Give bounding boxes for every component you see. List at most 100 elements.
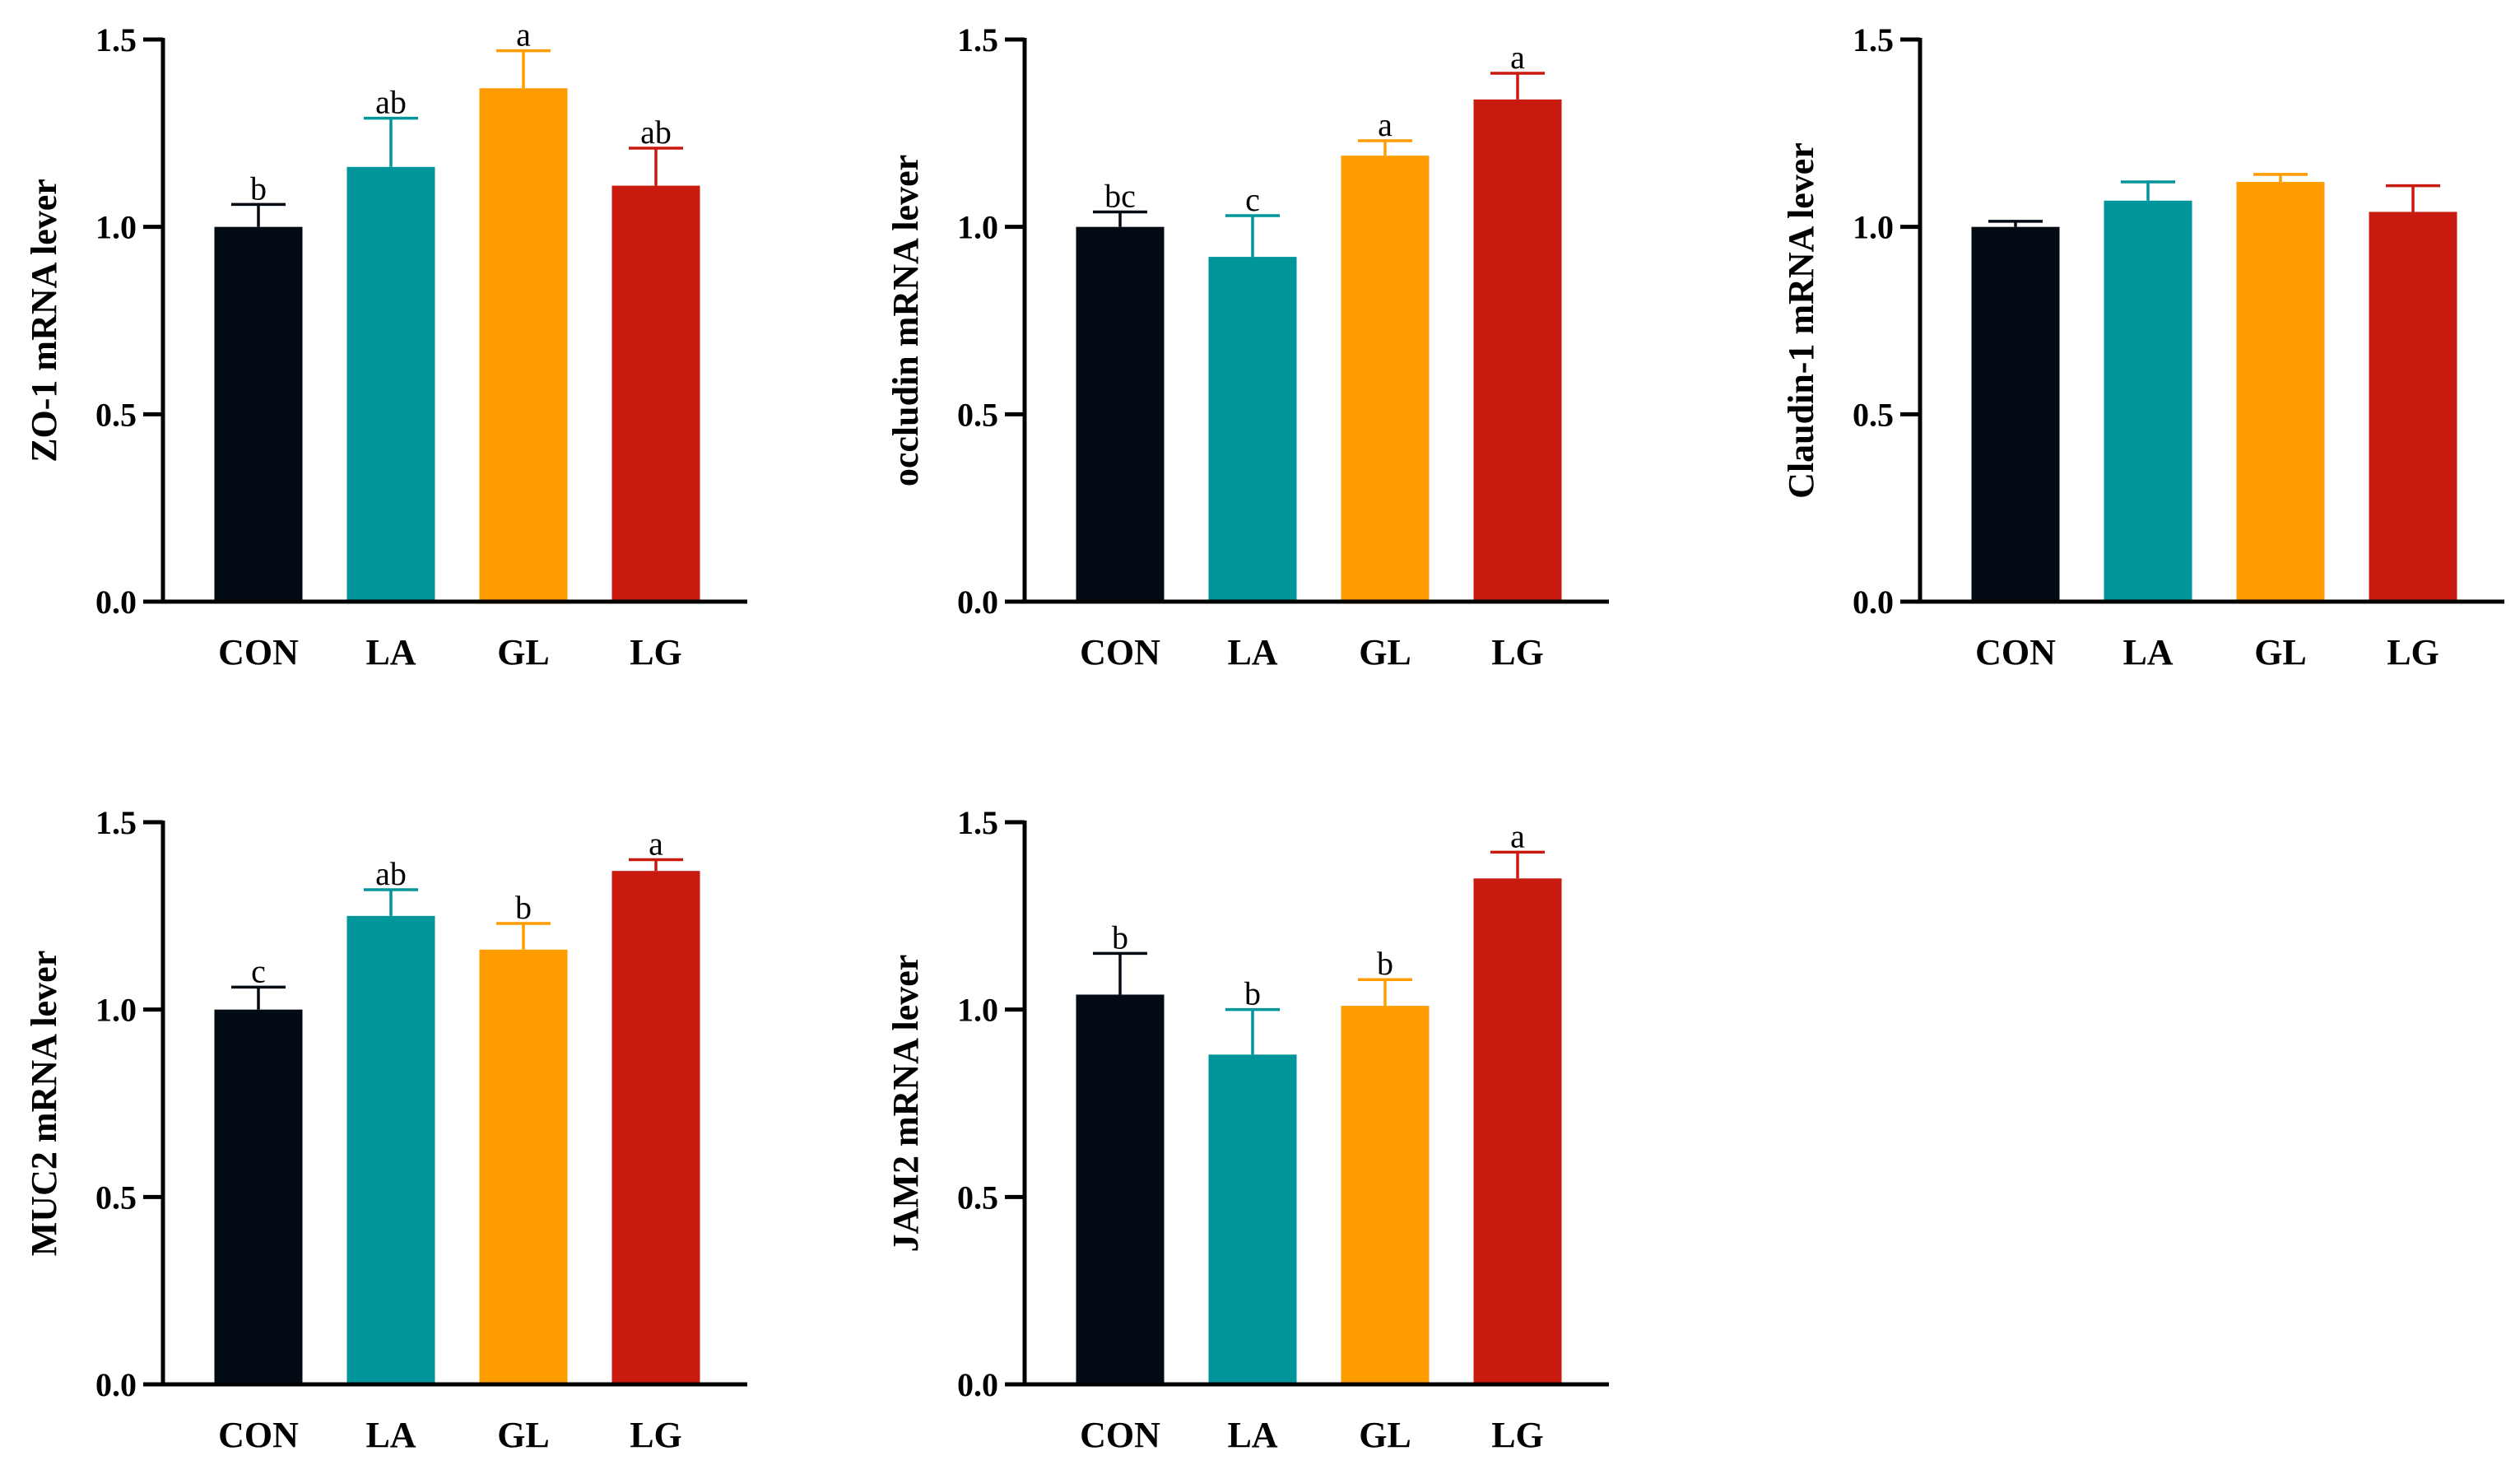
significance-letter: b: [1112, 919, 1128, 956]
y-tick-label: 1.5: [95, 21, 137, 58]
bar-gl: [1341, 156, 1430, 602]
y-axis-label: occludin mRNA lever: [886, 155, 926, 486]
error-bar: [1093, 951, 1147, 995]
error-bar: [1358, 139, 1412, 156]
bar-con: [214, 226, 303, 602]
x-tick-label: CON: [218, 1415, 299, 1455]
x-tick-label: CON: [1975, 632, 2056, 672]
error-bar: [364, 116, 418, 167]
bar-con: [1076, 226, 1165, 602]
y-tick-label: 1.0: [95, 992, 137, 1029]
chart-panel-2: bc CON c LA a GL a LG 0.0 0.5 1.0 1.5 occludin mRNA …: [886, 21, 1609, 672]
bar-la: [2104, 200, 2192, 602]
bar-lg: [611, 871, 700, 1384]
significance-letter: b: [515, 889, 532, 926]
error-bar: [231, 202, 286, 227]
y-tick-label: 1.0: [95, 209, 137, 246]
x-tick-label: CON: [1080, 632, 1160, 672]
significance-letter: c: [1245, 181, 1260, 218]
x-tick-label: LG: [2387, 632, 2439, 672]
y-tick-label: 1.0: [957, 209, 998, 246]
bar-la: [1208, 1054, 1297, 1384]
error-bar: [1358, 978, 1412, 1007]
significance-letter: ab: [640, 114, 672, 151]
x-tick-label: LG: [1491, 1415, 1544, 1455]
y-tick-label: 0.0: [95, 1366, 137, 1403]
error-bar: [496, 49, 551, 89]
significance-letter: a: [1378, 106, 1393, 143]
chart-panel-4: c CON ab LA b GL a LG 0.0 0.5 1.0 1.5 MUC2 mRNA leve…: [24, 804, 747, 1455]
significance-letter: bc: [1104, 177, 1136, 214]
error-bar: [364, 888, 418, 916]
bar-lg: [2369, 212, 2457, 602]
significance-letter: a: [516, 16, 531, 53]
chart-panel-5: b CON b LA b GL a LG 0.0 0.5 1.0 1.5 JAM2 mRNA lever: [886, 804, 1609, 1455]
error-bar: [496, 922, 551, 950]
y-tick-label: 0.5: [95, 396, 137, 433]
error-bar: [2253, 173, 2308, 183]
x-tick-label: LA: [1227, 1415, 1277, 1455]
bar-lg: [611, 185, 700, 602]
significance-letter: c: [251, 952, 266, 989]
x-tick-label: CON: [1080, 1415, 1160, 1455]
y-tick-label: 0.0: [95, 584, 137, 621]
significance-letter: b: [250, 170, 267, 207]
error-bar: [231, 985, 286, 1010]
y-tick-label: 1.5: [957, 804, 998, 841]
error-bar: [1093, 210, 1147, 227]
bar-con: [1076, 994, 1165, 1384]
y-axis-label: JAM2 mRNA lever: [886, 955, 926, 1253]
x-tick-label: GL: [497, 1415, 550, 1455]
error-bar: [2386, 184, 2440, 212]
x-tick-label: GL: [2254, 632, 2307, 672]
y-tick-label: 0.5: [95, 1179, 137, 1216]
x-tick-label: CON: [218, 632, 299, 672]
x-tick-label: LG: [1491, 632, 1544, 672]
y-tick-label: 1.5: [1853, 21, 1894, 58]
bar-lg: [1473, 99, 1562, 602]
bar-lg: [1473, 878, 1562, 1384]
x-tick-label: LA: [365, 1415, 416, 1455]
significance-letter: b: [1377, 945, 1393, 982]
bar-gl: [2236, 182, 2325, 602]
x-tick-label: GL: [1359, 632, 1411, 672]
significance-letter: ab: [375, 84, 407, 121]
error-bar: [1225, 1007, 1280, 1055]
y-axis-label: Claudin-1 mRNA lever: [1781, 142, 1821, 499]
y-tick-label: 1.5: [957, 21, 998, 58]
x-tick-label: LA: [1227, 632, 1277, 672]
error-bar: [1490, 72, 1545, 100]
error-bar: [1988, 220, 2043, 227]
y-tick-label: 1.0: [957, 992, 998, 1029]
error-bar: [629, 147, 683, 186]
significance-letter: a: [1510, 817, 1525, 854]
y-tick-label: 0.5: [957, 1179, 998, 1216]
y-tick-label: 0.5: [957, 396, 998, 433]
error-bar: [1225, 214, 1280, 258]
error-bar: [629, 858, 683, 872]
y-axis-label: ZO-1 mRNA lever: [24, 179, 64, 463]
bar-la: [1208, 257, 1297, 602]
y-tick-label: 1.5: [95, 804, 137, 841]
x-tick-label: LG: [630, 1415, 682, 1455]
significance-letter: a: [649, 826, 663, 863]
y-tick-label: 0.0: [957, 584, 998, 621]
bar-la: [346, 915, 435, 1384]
x-tick-label: LA: [2122, 632, 2173, 672]
x-tick-label: LG: [630, 632, 682, 672]
x-tick-label: LA: [365, 632, 416, 672]
error-bar: [1490, 850, 1545, 879]
significance-letter: b: [1244, 975, 1261, 1012]
bar-gl: [479, 88, 568, 602]
x-tick-label: GL: [497, 632, 550, 672]
error-bar: [2121, 180, 2175, 201]
y-tick-label: 1.0: [1853, 209, 1894, 246]
x-tick-label: GL: [1359, 1415, 1411, 1455]
chart-panel-3: CON LA GL LG 0.0 0.5 1.0 1.5 Claudin-1 mRNA leve…: [1781, 21, 2504, 672]
chart-panel-1: b CON ab LA a GL ab LG 0.0 0.5 1.0 1.5 ZO-1 mRNA lev…: [24, 16, 747, 672]
bar-la: [346, 166, 435, 602]
bar-con: [214, 1009, 303, 1384]
y-axis-label: MUC2 mRNA lever: [24, 951, 64, 1256]
bar-con: [1971, 226, 2060, 602]
